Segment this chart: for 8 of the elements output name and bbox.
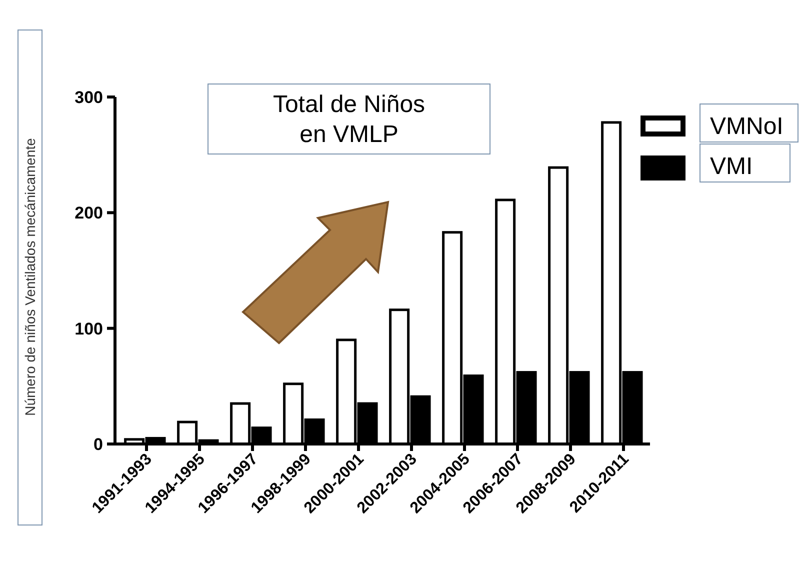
y-tick-label: 200 <box>74 204 103 223</box>
y-tick-label: 300 <box>74 88 103 107</box>
y-axis-title: Número de niños Ventilados mecánicamente <box>22 138 38 416</box>
chart-title: Total de Niños en VMLP <box>272 91 426 148</box>
y-tick-label: 100 <box>74 319 103 338</box>
legend-label: VMNoI <box>710 113 784 140</box>
y-tick-label: 0 <box>94 434 103 454</box>
legend-label: VMI <box>710 153 753 180</box>
